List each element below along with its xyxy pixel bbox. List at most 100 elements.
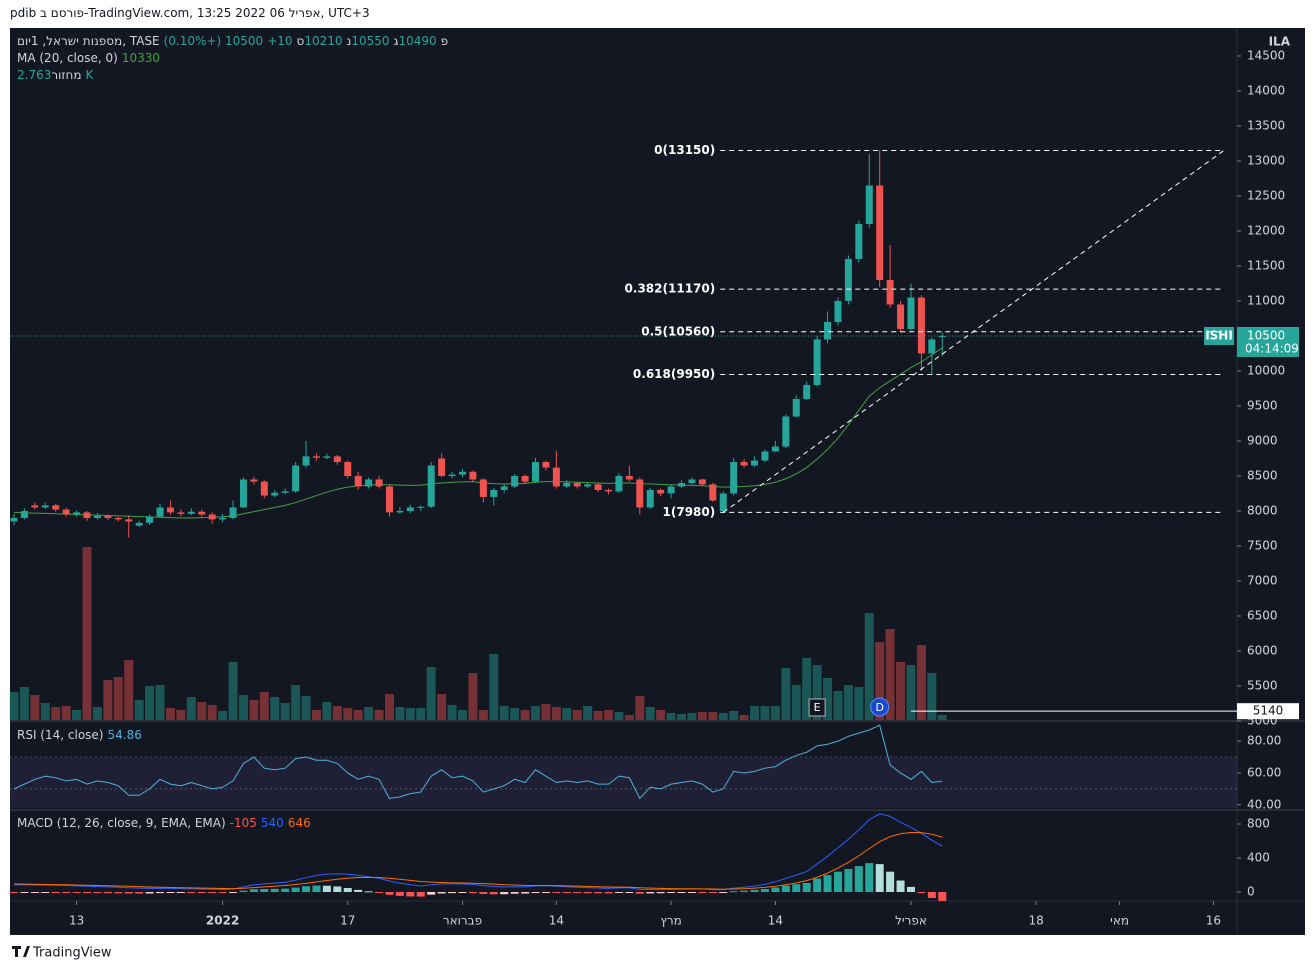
symbol-box bbox=[1204, 326, 1234, 345]
candle-body bbox=[73, 512, 81, 515]
volume-bar bbox=[426, 667, 436, 720]
candle-body bbox=[813, 339, 821, 385]
macd-histogram bbox=[406, 892, 415, 897]
candle-body bbox=[834, 300, 842, 322]
macd-histogram bbox=[562, 892, 571, 894]
x-tick-label: 17 bbox=[340, 914, 355, 928]
macd-histogram bbox=[93, 892, 102, 894]
volume-bar bbox=[864, 613, 874, 720]
volume-bar bbox=[896, 662, 906, 720]
legend-row: מחזור2.763K bbox=[17, 67, 448, 84]
volume-bar bbox=[249, 700, 259, 720]
candle-body bbox=[260, 481, 268, 496]
candle-body bbox=[803, 384, 811, 399]
macd-histogram bbox=[594, 892, 603, 894]
candle-body bbox=[41, 505, 49, 508]
macd-histogram bbox=[354, 889, 363, 893]
volume-name: מחזור bbox=[51, 68, 82, 82]
volume-bar bbox=[927, 673, 937, 720]
macd-histogram bbox=[854, 866, 863, 893]
macd-histogram bbox=[114, 892, 123, 894]
macd-histogram bbox=[416, 892, 425, 897]
volume-bar bbox=[374, 710, 384, 720]
volume-bar bbox=[770, 706, 780, 720]
macd-histogram bbox=[656, 892, 665, 894]
macd-histogram bbox=[302, 886, 311, 893]
macd-histogram bbox=[906, 886, 915, 893]
volume-bar bbox=[186, 697, 196, 720]
volume-bar bbox=[311, 710, 321, 720]
volume-bar bbox=[72, 710, 82, 720]
candle-body bbox=[698, 479, 706, 485]
volume-bar bbox=[635, 696, 645, 720]
macd-histogram bbox=[802, 882, 811, 893]
candle-body bbox=[844, 258, 852, 301]
volume-bar bbox=[541, 704, 551, 720]
fib-label: 0(13150) bbox=[654, 143, 715, 157]
macd-histogram bbox=[375, 892, 384, 894]
volume-bar bbox=[291, 685, 301, 720]
candle-body bbox=[521, 475, 529, 482]
signal-value: 646 bbox=[287, 816, 311, 830]
macd-histogram bbox=[187, 892, 196, 894]
macd-histogram bbox=[687, 892, 696, 894]
candle-body bbox=[865, 185, 873, 224]
candle-body bbox=[490, 489, 498, 497]
candle-body bbox=[187, 511, 195, 514]
volume-bar bbox=[353, 710, 363, 720]
candle-body bbox=[751, 460, 759, 466]
candle-body bbox=[448, 474, 456, 476]
volume-bar bbox=[614, 712, 624, 720]
caption: pdib פורסם ב-TradingView.com, 13:25 2022… bbox=[10, 6, 370, 20]
macd-histogram bbox=[917, 892, 926, 894]
volume-bar bbox=[322, 702, 332, 720]
fib-label: 0.618(9950) bbox=[633, 367, 715, 381]
volume-bar bbox=[197, 702, 207, 720]
candle-body bbox=[594, 484, 602, 490]
macd-legend: MACD (12, 26, close, 9, EMA, EMA) -105 540… bbox=[17, 815, 315, 832]
volume-bar bbox=[708, 712, 718, 720]
x-tick-label: 16 bbox=[1206, 914, 1221, 928]
macd-histogram bbox=[792, 884, 801, 893]
volume-bar bbox=[9, 692, 19, 720]
volume-bar bbox=[645, 707, 655, 720]
candle-body bbox=[584, 484, 592, 487]
candle-body bbox=[219, 517, 227, 520]
candle-body bbox=[104, 515, 112, 518]
macd-histogram bbox=[541, 892, 550, 894]
volume-bar bbox=[165, 708, 175, 720]
candle-body bbox=[897, 304, 905, 329]
candle-body bbox=[917, 297, 925, 354]
volume-bar bbox=[145, 686, 155, 720]
volume-bar bbox=[332, 706, 342, 720]
volume-bar bbox=[916, 645, 926, 720]
volume-bar bbox=[364, 707, 374, 720]
candle-body bbox=[146, 516, 154, 523]
macd-histogram bbox=[145, 892, 154, 894]
symbol-label: ISHI bbox=[1205, 328, 1233, 342]
macd-histogram bbox=[573, 892, 582, 894]
brand: TradingView bbox=[32, 946, 112, 961]
candle-body bbox=[469, 471, 477, 480]
macd-histogram bbox=[437, 892, 446, 894]
macd-histogram bbox=[135, 892, 144, 894]
macd-histogram bbox=[938, 892, 947, 901]
macd-histogram bbox=[677, 892, 686, 894]
candle-body bbox=[323, 456, 331, 458]
macd-histogram bbox=[176, 892, 185, 894]
candle-body bbox=[417, 506, 425, 508]
volume-bar bbox=[457, 710, 467, 720]
candle-body bbox=[229, 507, 237, 518]
macd-histogram bbox=[124, 892, 133, 894]
volume-bar bbox=[489, 654, 499, 720]
volume-bar bbox=[572, 710, 582, 720]
y-tick-label: 14500 bbox=[1247, 48, 1285, 62]
y-tick-label: 7500 bbox=[1247, 538, 1278, 552]
candle-body bbox=[344, 461, 352, 476]
rsi-tick-label: 80.00 bbox=[1247, 734, 1281, 748]
candle-body bbox=[114, 517, 122, 520]
macd-histogram bbox=[291, 887, 300, 893]
macd-histogram bbox=[239, 890, 248, 893]
candle-body bbox=[876, 185, 884, 280]
candle-body bbox=[458, 471, 466, 475]
